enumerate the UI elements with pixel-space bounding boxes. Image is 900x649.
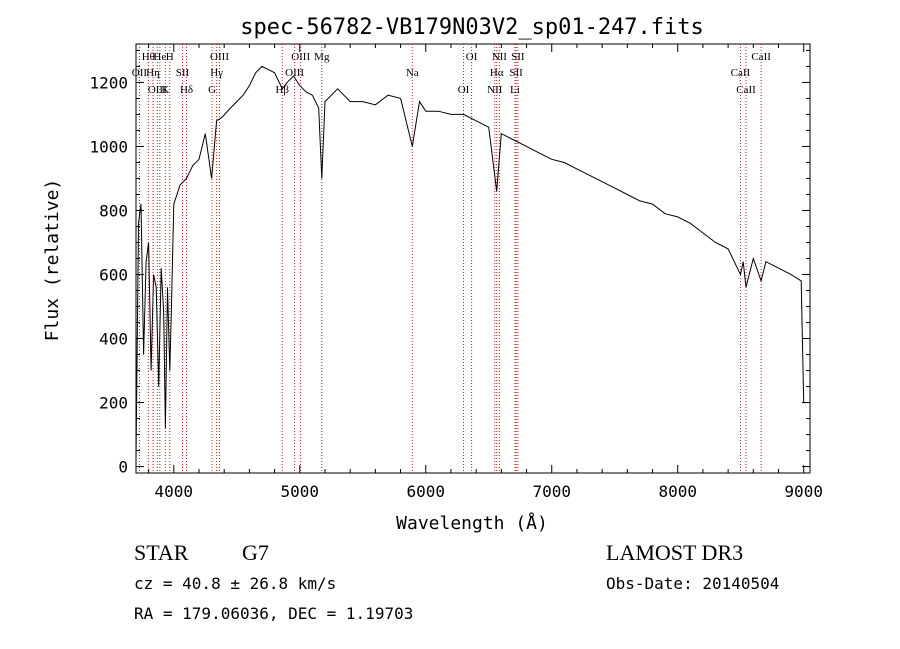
line-marker-label: Hθ — [142, 51, 155, 63]
y-tick-label: 600 — [99, 266, 128, 285]
x-tick-label: 5000 — [281, 482, 320, 501]
spectral-line-labels: HθOIIOIIIHeHηKHSIIHδOIIIHγGOIIIOIIIHβMgN… — [132, 51, 771, 96]
line-marker-label: OIII — [291, 51, 310, 63]
line-marker-label: CaII — [731, 67, 751, 79]
y-tick-label: 1200 — [89, 73, 128, 92]
flux-series-line — [135, 65, 805, 461]
line-marker-label: K — [161, 84, 169, 96]
line-marker-label: CaII — [736, 84, 756, 96]
line-marker-label: OIII — [148, 84, 167, 96]
object-subclass: G7 — [242, 540, 269, 565]
survey-name: LAMOST DR3 — [606, 540, 744, 565]
line-marker-label: OI — [458, 84, 470, 96]
line-marker-label: G — [208, 84, 216, 96]
y-axis-ticks: 0 200 400 600 800 1000 1200 — [89, 49, 810, 477]
line-marker-label: Hα — [490, 67, 504, 79]
line-marker-label: Hδ — [180, 84, 193, 96]
x-tick-label: 9000 — [784, 482, 823, 501]
x-tick-label: 7000 — [532, 482, 571, 501]
line-marker-label: SII — [176, 67, 190, 79]
line-marker-label: CaII — [751, 51, 771, 63]
line-marker-label: OIII — [210, 51, 229, 63]
line-marker-label: Li — [510, 84, 520, 96]
y-tick-label: 200 — [99, 394, 128, 413]
line-marker-label: Mg — [314, 51, 330, 63]
y-tick-label: 800 — [99, 201, 128, 220]
chart-title: spec-56782-VB179N03V2_sp01-247.fits — [240, 15, 704, 40]
line-marker-label: SII — [509, 67, 523, 79]
redshift-info: cz = 40.8 ± 26.8 km/s — [134, 574, 337, 593]
line-marker-label: Hη — [146, 67, 160, 79]
y-tick-label: 0 — [118, 458, 128, 477]
plot-frame — [135, 43, 811, 474]
line-marker-label: OI — [466, 51, 478, 63]
line-marker-label: He — [153, 51, 166, 63]
line-marker-label: H — [166, 51, 174, 63]
x-tick-label: 4000 — [155, 482, 194, 501]
line-marker-label: SII — [511, 51, 525, 63]
line-marker-label: NII — [487, 84, 503, 96]
y-tick-label: 400 — [99, 330, 128, 349]
coordinates: RA = 179.06036, DEC = 1.19703 — [134, 604, 414, 623]
obs-date: Obs-Date: 20140504 — [606, 574, 780, 593]
y-axis-label: Flux (relative) — [42, 179, 63, 342]
y-tick-label: 1000 — [89, 137, 128, 156]
line-marker-label: OIII — [285, 67, 304, 79]
line-marker-label: NII — [492, 51, 508, 63]
spectral-line-markers — [138, 44, 762, 473]
line-marker-label: Hβ — [275, 84, 289, 96]
line-marker-label: OII — [132, 67, 148, 79]
x-tick-label: 6000 — [406, 482, 445, 501]
line-marker-label: Na — [406, 67, 419, 79]
x-axis-ticks: 4000 5000 6000 7000 8000 9000 — [148, 44, 823, 501]
line-marker-label: Hγ — [210, 67, 223, 79]
x-tick-label: 8000 — [658, 482, 697, 501]
x-axis-label: Wavelength (Å) — [396, 512, 548, 534]
object-class: STAR — [134, 540, 189, 565]
